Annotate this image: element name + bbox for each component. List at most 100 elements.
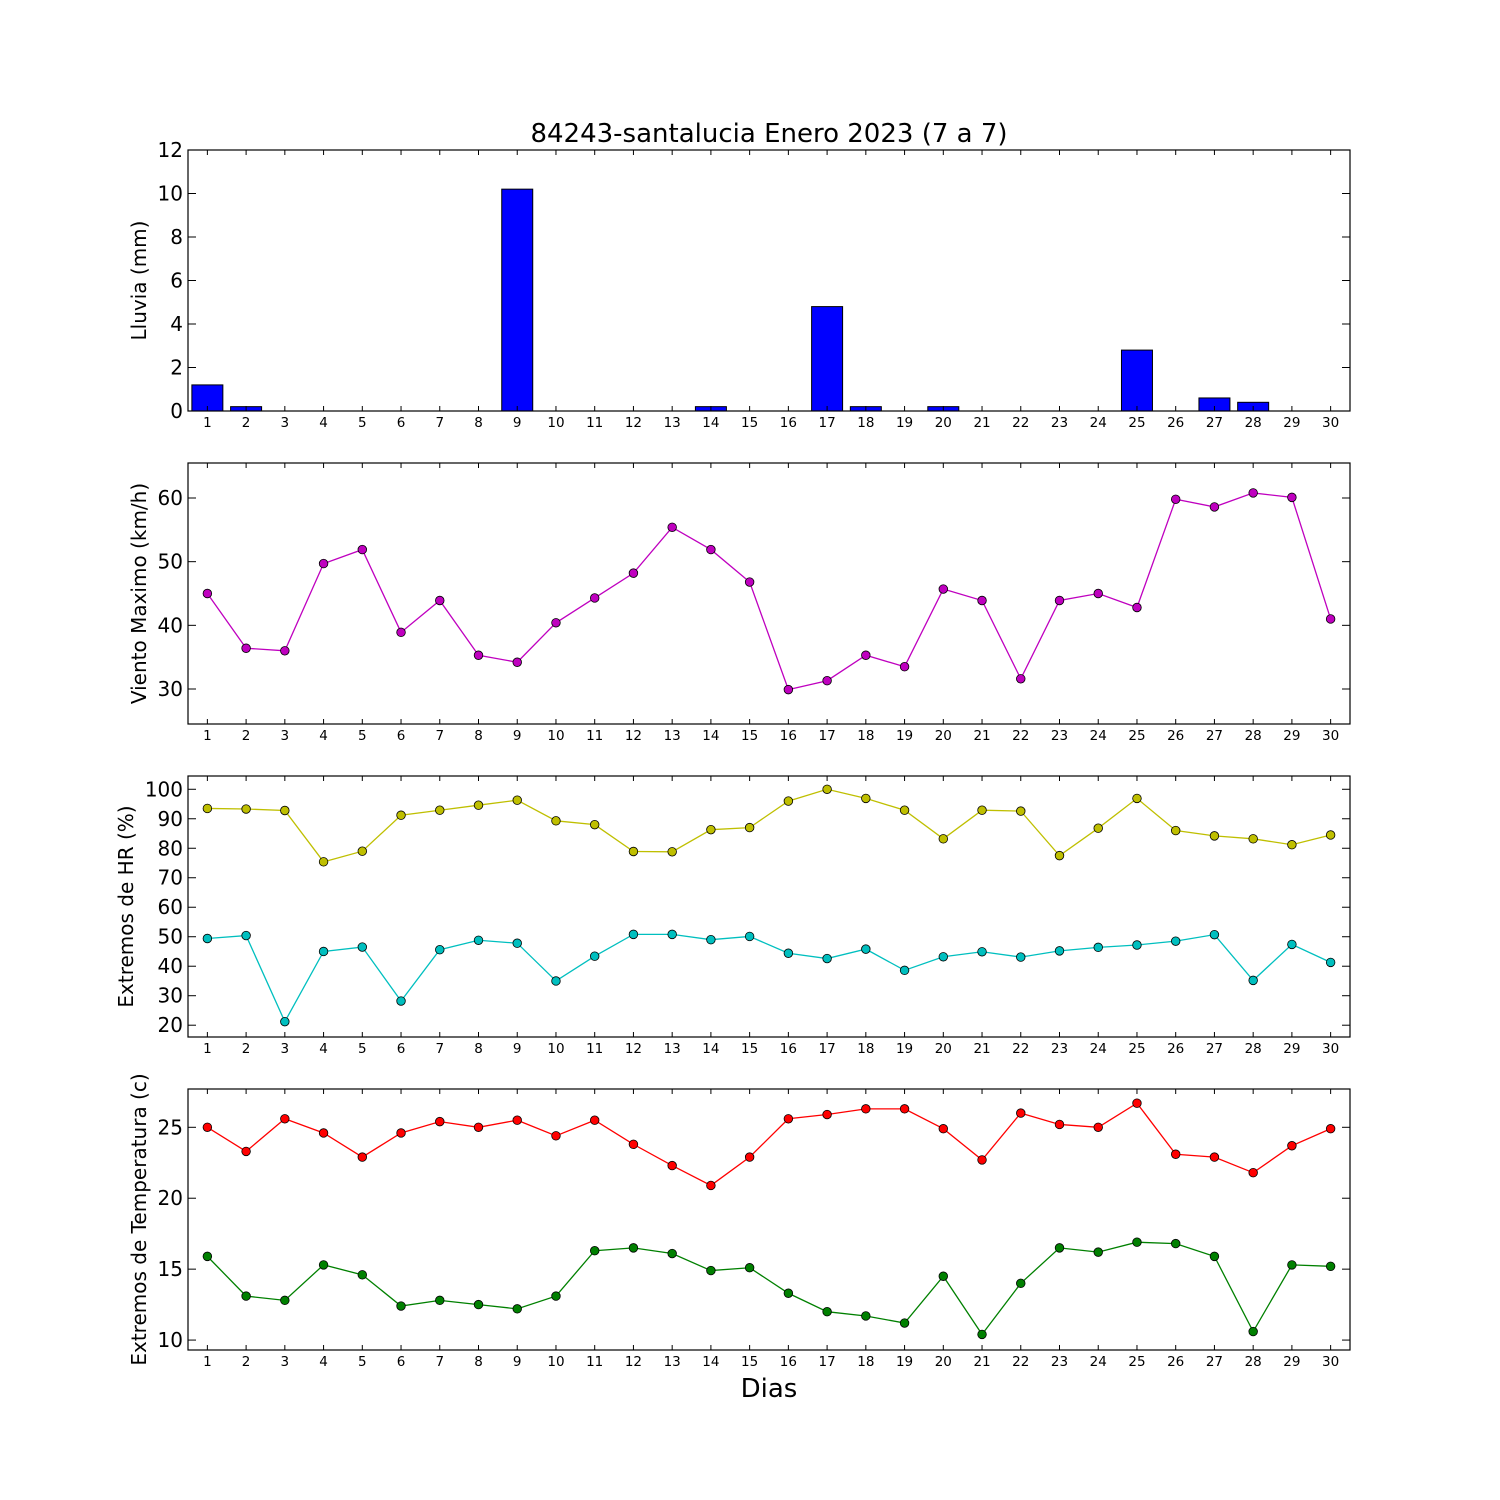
temperature-series-1-point-3 <box>280 1295 290 1306</box>
rain-xtick-label-12: 12 <box>625 415 642 431</box>
humidity-series-1-point-2 <box>241 930 251 941</box>
temperature-series-1-point-20 <box>938 1271 949 1281</box>
humidity-series-1-point-9 <box>512 938 522 948</box>
temperature-xtick-label-20: 20 <box>935 1354 952 1370</box>
temperature-xtick-label-19: 19 <box>896 1354 913 1370</box>
temperature-series-0-point-4 <box>318 1128 329 1138</box>
humidity-series-1-point-16 <box>783 948 794 958</box>
humidity-ytick-label-90: 90 <box>158 807 183 831</box>
temperature-xtick-label-7: 7 <box>435 1354 444 1370</box>
temperature-series-1-point-25 <box>1132 1237 1142 1247</box>
wind-xtick-label-26: 26 <box>1167 728 1184 744</box>
temperature-series-1-point-16 <box>783 1288 794 1298</box>
temperature-series-1-point-2 <box>241 1291 251 1301</box>
temperature-xtick-label-17: 17 <box>819 1354 836 1370</box>
humidity-series-0-point-4 <box>318 857 329 867</box>
wind-xtick-label-1: 1 <box>203 728 212 744</box>
humidity-series-0-point-22 <box>1016 806 1026 816</box>
humidity-series-0-point-28 <box>1248 834 1258 844</box>
rain-xtick-label-15: 15 <box>741 415 758 431</box>
temperature-series-0-point-1 <box>202 1122 213 1133</box>
humidity-xtick-label-23: 23 <box>1051 1041 1068 1057</box>
wind-xtick-label-25: 25 <box>1128 728 1145 744</box>
temperature-series-0-point-20 <box>938 1124 949 1134</box>
temperature-series-0-point-18 <box>861 1104 871 1114</box>
wind-xtick-label-8: 8 <box>474 728 483 744</box>
wind-series-0-point-26 <box>1170 494 1181 504</box>
temperature-series-0-point-22 <box>1016 1108 1026 1118</box>
humidity-series-1-point-23 <box>1054 946 1065 956</box>
temperature-xtick-label-22: 22 <box>1012 1354 1029 1370</box>
humidity-series-0-point-21 <box>977 805 987 815</box>
rain-xtick-label-3: 3 <box>281 415 290 431</box>
humidity-series-0-point-26 <box>1170 825 1181 836</box>
humidity-series-0-point-2 <box>241 804 251 814</box>
x-axis-label: Dias <box>741 1374 798 1404</box>
rain-ytick-label-2: 2 <box>170 356 183 380</box>
humidity-series-1-point-1 <box>202 933 213 944</box>
temperature-series-1-point-28 <box>1248 1326 1258 1337</box>
temperature-xtick-label-4: 4 <box>319 1354 328 1370</box>
humidity-series-1-line <box>207 933 1331 1024</box>
wind-series-0-point-22 <box>1016 674 1026 684</box>
temperature-xtick-label-1: 1 <box>203 1354 212 1370</box>
temperature-series-1-point-29 <box>1287 1260 1297 1270</box>
rain-xtick-label-20: 20 <box>935 415 952 431</box>
wind-xtick-label-30: 30 <box>1322 728 1339 744</box>
temperature-series-1-point-6 <box>396 1301 406 1311</box>
humidity-series-0-point-18 <box>861 793 871 804</box>
temperature-series-1-point-8 <box>473 1299 484 1310</box>
temperature-xtick-label-25: 25 <box>1128 1354 1145 1370</box>
temperature-xtick-label-21: 21 <box>973 1354 990 1370</box>
wind-y-axis-label: Viento Maximo (km/h) <box>127 483 151 704</box>
temperature-xtick-label-29: 29 <box>1283 1354 1300 1370</box>
temperature-series-1-point-23 <box>1054 1243 1065 1253</box>
rain-xtick-label-11: 11 <box>586 415 603 431</box>
temperature-series-1-point-11 <box>590 1246 600 1256</box>
humidity-series-0-point-7 <box>435 805 445 815</box>
temperature-xtick-label-18: 18 <box>857 1354 874 1370</box>
temperature-series-0-point-24 <box>1093 1122 1103 1133</box>
rain-ytick-label-8: 8 <box>170 225 183 249</box>
humidity-series-1-point-22 <box>1016 952 1026 962</box>
humidity-xtick-label-24: 24 <box>1090 1041 1107 1057</box>
humidity-series-0-line <box>207 788 1331 863</box>
wind-xtick-label-6: 6 <box>397 728 406 744</box>
humidity-series-0-point-5 <box>357 846 368 856</box>
humidity-xtick-label-6: 6 <box>397 1041 406 1057</box>
humidity-ytick-label-30: 30 <box>158 984 183 1008</box>
wind-series-0-point-13 <box>667 522 677 533</box>
humidity-ytick-label-50: 50 <box>158 925 183 949</box>
rain-xtick-label-22: 22 <box>1012 415 1029 431</box>
humidity-series-1-point-4 <box>318 946 329 957</box>
temperature-xtick-label-8: 8 <box>474 1354 483 1370</box>
humidity-series-0-point-9 <box>512 795 522 805</box>
humidity-series-0-point-20 <box>938 834 949 844</box>
humidity-series-1-point-14 <box>706 934 716 945</box>
humidity-xtick-label-28: 28 <box>1245 1041 1262 1057</box>
wind-series-0-point-29 <box>1287 492 1297 503</box>
rain-xtick-label-28: 28 <box>1245 415 1262 431</box>
rain-xtick-label-24: 24 <box>1090 415 1107 431</box>
wind-xtick-label-28: 28 <box>1245 728 1262 744</box>
wind-series-0-point-17 <box>822 676 832 686</box>
temperature-series-0-point-2 <box>241 1146 251 1157</box>
humidity-xtick-label-1: 1 <box>203 1041 212 1057</box>
wind-series-0-point-25 <box>1132 602 1142 613</box>
temperature-series-1-point-27 <box>1209 1251 1220 1262</box>
rain-axes-frame <box>187 149 1351 412</box>
temperature-series-1-point-13 <box>667 1248 677 1259</box>
temperature-series-0-point-6 <box>396 1128 406 1138</box>
wind-xtick-label-14: 14 <box>702 728 719 744</box>
humidity-xtick-label-14: 14 <box>702 1041 719 1057</box>
wind-series-0-point-28 <box>1248 488 1258 498</box>
rain-xtick-label-18: 18 <box>857 415 874 431</box>
humidity-series-0-point-25 <box>1132 793 1142 804</box>
rain-xtick-label-8: 8 <box>474 415 483 431</box>
rain-xtick-label-7: 7 <box>435 415 444 431</box>
rain-xtick-label-5: 5 <box>358 415 367 431</box>
